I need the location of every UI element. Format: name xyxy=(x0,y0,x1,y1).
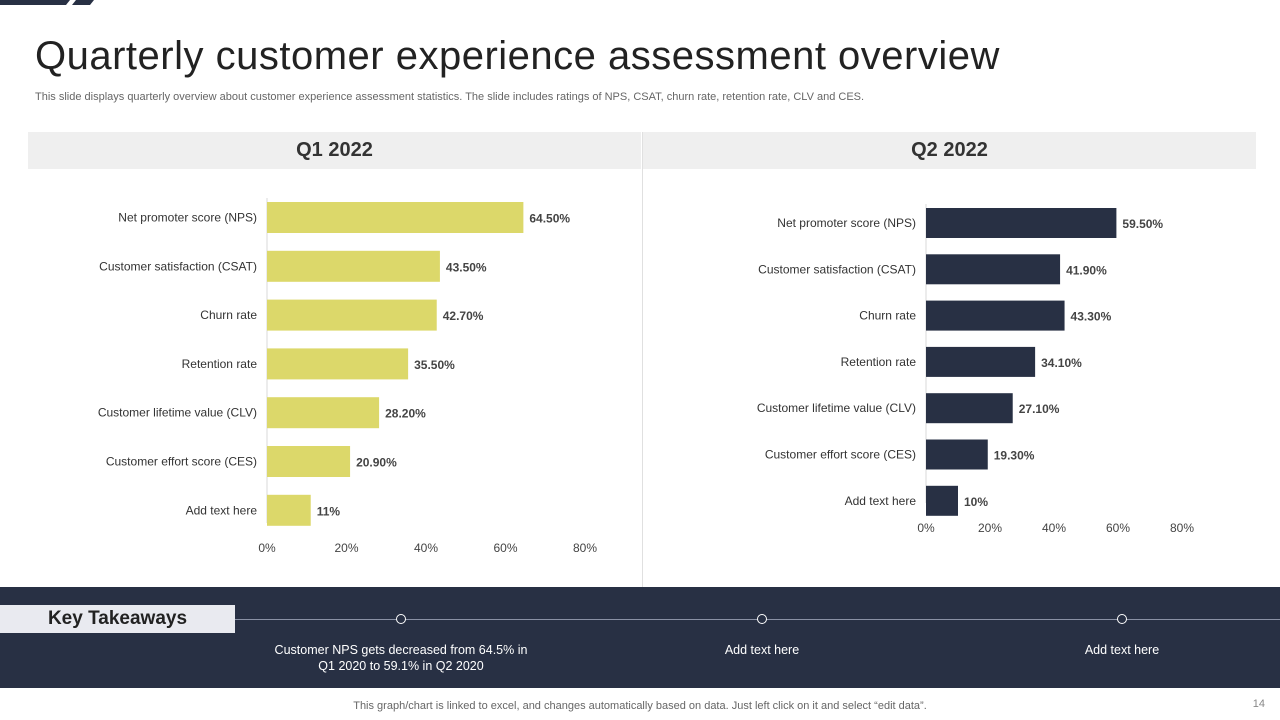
q1-data-label-6: 20.90% xyxy=(356,456,397,470)
q2-data-label-1: 59.50% xyxy=(1122,217,1163,231)
q1-x-tick-1: 0% xyxy=(258,541,276,555)
q2-category-label-5: Customer lifetime value (CLV) xyxy=(757,401,916,415)
q1-bar-1[interactable] xyxy=(267,202,524,233)
q2-category-label-2: Customer satisfaction (CSAT) xyxy=(758,262,916,276)
q1-bar-6[interactable] xyxy=(267,446,351,477)
q1-x-tick-5: 80% xyxy=(573,541,597,555)
q1-data-label-5: 28.20% xyxy=(385,407,426,421)
q2-data-label-2: 41.90% xyxy=(1066,263,1107,277)
q2-bar-5[interactable] xyxy=(926,393,1013,424)
q2-category-label-7: Add text here xyxy=(845,494,917,508)
q2-x-tick-1: 0% xyxy=(917,521,935,535)
q1-category-label-4: Retention rate xyxy=(182,357,258,371)
page-title: Quarterly customer experience assessment… xyxy=(35,34,1000,78)
q2-category-label-1: Net promoter score (NPS) xyxy=(777,216,916,230)
q1-category-label-1: Net promoter score (NPS) xyxy=(118,211,257,225)
q2-panel-header: Q2 2022 xyxy=(643,132,1256,169)
q2-bar-2[interactable] xyxy=(926,254,1061,285)
q1-category-label-6: Customer effort score (CES) xyxy=(106,455,257,469)
q2-x-tick-4: 60% xyxy=(1106,521,1130,535)
page-subtitle: This slide displays quarterly overview a… xyxy=(35,91,865,103)
q1-bar-7[interactable] xyxy=(267,494,311,526)
q1-data-label-1: 64.50% xyxy=(529,212,570,226)
q2-category-label-4: Retention rate xyxy=(841,355,917,369)
q2-category-label-6: Customer effort score (CES) xyxy=(765,448,916,462)
footer-note: This graph/chart is linked to excel, and… xyxy=(353,700,927,712)
panel-divider xyxy=(642,132,643,587)
q2-data-label-4: 34.10% xyxy=(1041,356,1082,370)
timeline-dot-1 xyxy=(396,614,406,624)
q1-data-label-2: 43.50% xyxy=(446,260,487,274)
q1-bar-chart[interactable]: Net promoter score (NPS) 64.50% Customer s… xyxy=(0,190,640,570)
timeline-dot-3 xyxy=(1117,614,1127,624)
key-takeaways-heading: Key Takeaways xyxy=(0,605,235,633)
q1-bar-2[interactable] xyxy=(267,250,440,282)
q2-category-label-3: Churn rate xyxy=(859,309,916,323)
q1-category-label-7: Add text here xyxy=(186,503,258,517)
timeline-dot-2 xyxy=(757,614,767,624)
q2-bar-4[interactable] xyxy=(926,346,1036,377)
q2-x-tick-3: 40% xyxy=(1042,521,1066,535)
q2-data-label-3: 43.30% xyxy=(1071,310,1112,324)
q2-bar-3[interactable] xyxy=(926,300,1065,331)
q2-data-label-7: 10% xyxy=(964,495,988,509)
page-number: 14 xyxy=(1252,698,1265,710)
q2-bar-7[interactable] xyxy=(926,485,958,516)
q1-x-tick-2: 20% xyxy=(334,541,358,555)
takeaway-text-1: Customer NPS gets decreased from 64.5% i… xyxy=(274,643,528,673)
q2-x-tick-2: 20% xyxy=(978,521,1002,535)
takeaway-text-3: Add text here xyxy=(1084,643,1160,657)
q1-category-label-5: Customer lifetime value (CLV) xyxy=(98,406,257,420)
takeaway-text-2: Add text here xyxy=(724,643,800,657)
q1-x-tick-3: 40% xyxy=(414,541,438,555)
q1-panel-header: Q1 2022 xyxy=(28,132,641,169)
q1-data-label-4: 35.50% xyxy=(414,358,455,372)
q2-data-label-5: 27.10% xyxy=(1019,402,1060,416)
q1-bar-5[interactable] xyxy=(267,397,380,429)
q2-data-label-6: 19.30% xyxy=(994,449,1035,463)
q2-bar-chart[interactable]: Net promoter score (NPS) 59.50% Customer s… xyxy=(643,190,1280,570)
q1-category-label-2: Customer satisfaction (CSAT) xyxy=(99,259,257,273)
q1-bar-3[interactable] xyxy=(267,299,437,331)
q2-bar-1[interactable] xyxy=(926,208,1117,238)
q2-x-tick-5: 80% xyxy=(1170,521,1194,535)
q1-category-label-3: Churn rate xyxy=(200,308,257,322)
q2-bar-6[interactable] xyxy=(926,439,988,470)
q1-data-label-3: 42.70% xyxy=(443,309,484,323)
q1-data-label-7: 11% xyxy=(317,504,341,518)
q1-x-tick-4: 60% xyxy=(493,541,517,555)
q1-bar-4[interactable] xyxy=(267,348,409,380)
takeaways-band xyxy=(0,587,1280,688)
corner-decoration xyxy=(0,0,94,5)
